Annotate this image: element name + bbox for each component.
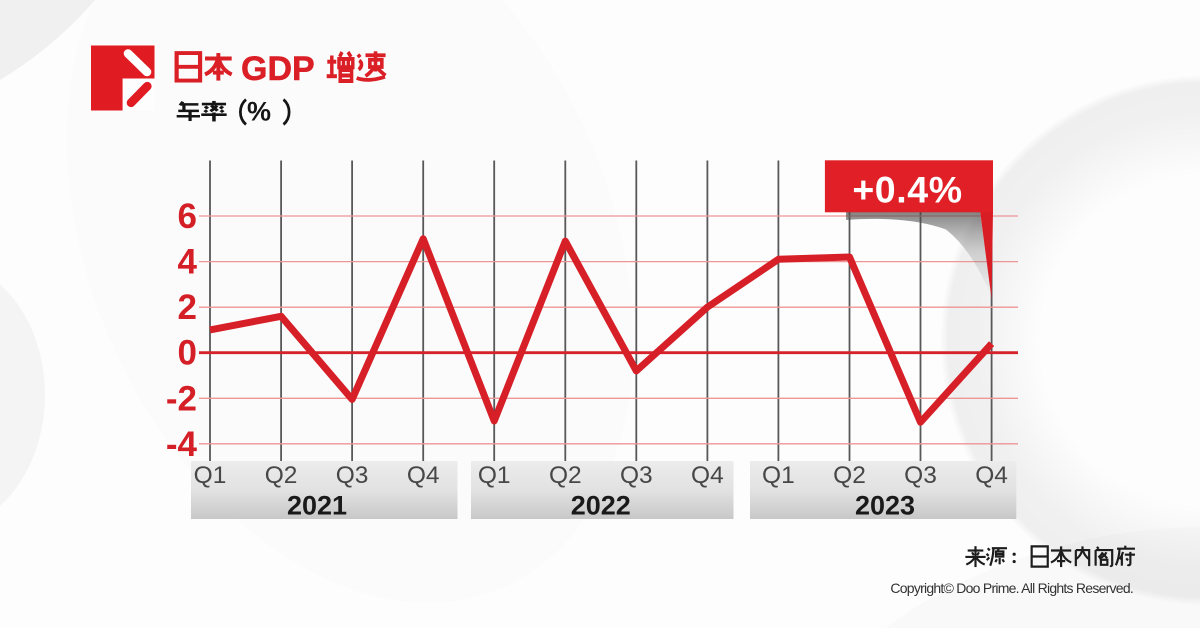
svg-text:0: 0 xyxy=(178,334,197,373)
svg-text:2023: 2023 xyxy=(855,491,915,521)
svg-text:Q1: Q1 xyxy=(478,462,511,489)
svg-text:6: 6 xyxy=(178,197,197,236)
svg-text:Q3: Q3 xyxy=(904,462,937,489)
svg-text:-4: -4 xyxy=(166,425,198,464)
svg-text:Q2: Q2 xyxy=(549,462,582,489)
svg-text:Q1: Q1 xyxy=(762,462,795,489)
svg-text:2021: 2021 xyxy=(287,491,347,521)
svg-text:Q3: Q3 xyxy=(336,462,369,489)
svg-text:GDP: GDP xyxy=(241,50,315,88)
svg-text:Q2: Q2 xyxy=(265,462,298,489)
svg-text:%: % xyxy=(247,97,271,127)
svg-text:Q4: Q4 xyxy=(975,462,1008,489)
svg-text:Q4: Q4 xyxy=(691,462,724,489)
svg-text:Q3: Q3 xyxy=(620,462,653,489)
svg-text:4: 4 xyxy=(178,243,198,282)
svg-text:Q1: Q1 xyxy=(194,462,227,489)
svg-text:Q2: Q2 xyxy=(833,462,866,489)
svg-text:+0.4%: +0.4% xyxy=(852,169,962,211)
svg-text:-2: -2 xyxy=(166,379,197,418)
svg-text:Copyright© Doo Prime. All Righ: Copyright© Doo Prime. All Rights Reserve… xyxy=(890,580,1133,596)
svg-text:2022: 2022 xyxy=(571,491,631,521)
svg-text:2: 2 xyxy=(178,288,197,327)
svg-text:Q4: Q4 xyxy=(407,462,440,489)
